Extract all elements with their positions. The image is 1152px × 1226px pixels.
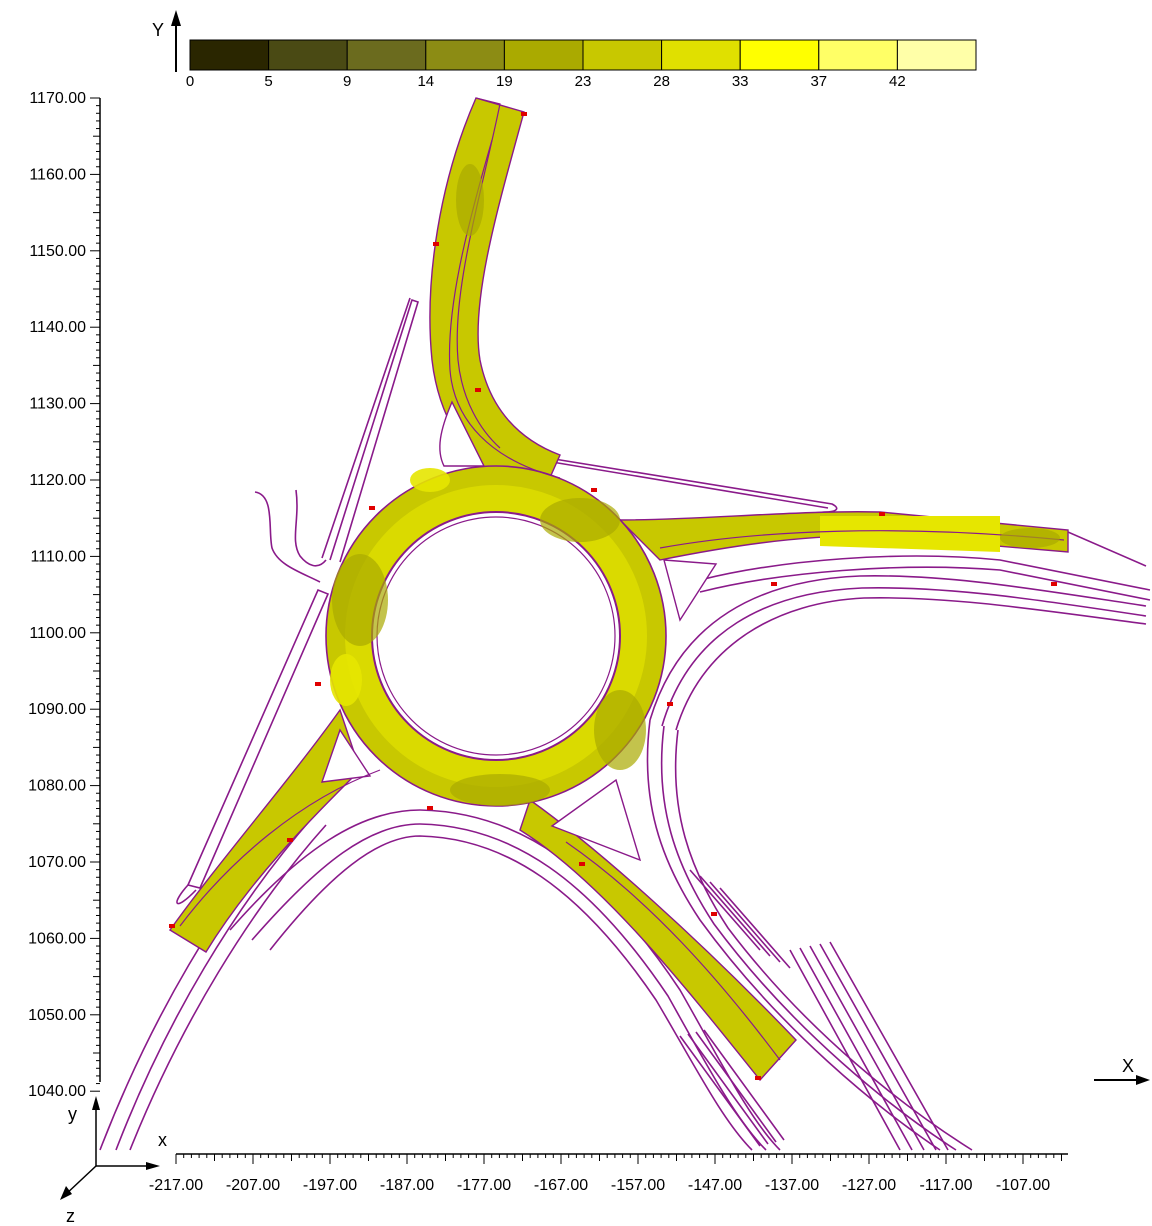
pavement xyxy=(168,97,1069,1082)
x-tick-label: -127.00 xyxy=(842,1177,896,1194)
colorbar-cell xyxy=(818,39,898,71)
x-tick-label: -157.00 xyxy=(611,1177,665,1194)
red-marker xyxy=(475,388,481,392)
red-marker xyxy=(579,862,585,866)
colorbar-cell xyxy=(582,39,663,71)
red-marker xyxy=(591,488,597,492)
colorbar-cell xyxy=(189,39,270,71)
red-marker xyxy=(427,806,433,810)
y-tick-label: 1130.00 xyxy=(29,396,86,413)
red-marker xyxy=(879,512,885,516)
colorbar-cell xyxy=(739,39,820,71)
x-tick-label: -217.00 xyxy=(149,1177,203,1194)
colorbar-cell xyxy=(425,39,505,71)
y-tick-label: 1050.00 xyxy=(28,1007,86,1024)
colorbar-label: 23 xyxy=(575,73,592,90)
colorbar-label: 28 xyxy=(653,73,670,90)
y-tick-label: 1060.00 xyxy=(28,930,86,947)
colorbar-label: 0 xyxy=(186,73,194,90)
red-marker xyxy=(433,242,439,246)
colorbar-label: 33 xyxy=(732,73,749,90)
x-tick-label: -207.00 xyxy=(226,1177,280,1194)
y-axis-title: Y xyxy=(152,20,164,40)
y-tick-label: 1140.00 xyxy=(29,319,86,336)
y-tick-label: 1160.00 xyxy=(29,166,86,183)
red-marker xyxy=(711,912,717,916)
x-tick-label: -117.00 xyxy=(919,1177,972,1194)
x-axis-arrow: X xyxy=(1094,1056,1150,1085)
y-tick-label: 1090.00 xyxy=(28,701,86,718)
colorbar-label: 9 xyxy=(343,73,351,90)
colorbar-cell xyxy=(503,39,584,71)
x-tick-label: -147.00 xyxy=(688,1177,742,1194)
x-tick-label: -107.00 xyxy=(996,1177,1050,1194)
colorbar-label: 42 xyxy=(889,73,906,90)
red-marker xyxy=(521,112,527,116)
red-marker xyxy=(369,506,375,510)
red-marker xyxy=(755,1076,761,1080)
triad-y-label: y xyxy=(68,1104,77,1124)
road-network xyxy=(99,97,1151,1151)
x-tick-label: -167.00 xyxy=(534,1177,588,1194)
y-tick-label: 1040.00 xyxy=(28,1083,86,1100)
y-tick-label: 1150.00 xyxy=(29,243,86,260)
red-marker xyxy=(315,682,321,686)
x-tick-label: -197.00 xyxy=(303,1177,357,1194)
y-tick-label: 1110.00 xyxy=(31,548,87,565)
x-tick-label: -187.00 xyxy=(380,1177,434,1194)
y-tick-label: 1170.00 xyxy=(29,90,86,107)
triad-z-label: z xyxy=(66,1206,75,1226)
colorbar-label: 37 xyxy=(810,73,827,90)
triad-x-label: x xyxy=(158,1130,167,1150)
coordinate-triad: y x z xyxy=(60,1096,167,1226)
x-axis-title: X xyxy=(1122,1056,1134,1076)
x-tick-label: -137.00 xyxy=(765,1177,819,1194)
y-ruler: 1170.00 1160.00 1150.00 1140.00 1130.00 1120.… xyxy=(28,90,101,1100)
red-marker xyxy=(287,838,293,842)
colorbar: 0 5 9 14 19 23 28 33 37 42 xyxy=(186,39,977,90)
colorbar-cell xyxy=(661,39,741,71)
colorbar-label: 19 xyxy=(496,73,513,90)
colorbar-cell xyxy=(896,39,977,71)
y-axis-arrow: Y xyxy=(152,10,181,72)
y-tick-label: 1120.00 xyxy=(29,472,86,489)
x-ruler: -217.00 -207.00 -197.00 -187.00 -177.00 -167.… xyxy=(149,1153,1068,1194)
y-tick-label: 1070.00 xyxy=(28,854,86,871)
red-marker xyxy=(1051,582,1057,586)
red-markers xyxy=(169,112,1057,1080)
colorbar-cell xyxy=(268,39,348,71)
colorbar-label: 5 xyxy=(264,73,272,90)
colorbar-cell xyxy=(346,39,427,71)
colorbar-label: 14 xyxy=(417,73,434,90)
y-tick-label: 1080.00 xyxy=(28,778,86,795)
red-marker xyxy=(771,582,777,586)
red-marker xyxy=(667,702,673,706)
x-tick-label: -177.00 xyxy=(457,1177,511,1194)
red-marker xyxy=(169,924,175,928)
y-tick-label: 1100.00 xyxy=(29,625,86,642)
